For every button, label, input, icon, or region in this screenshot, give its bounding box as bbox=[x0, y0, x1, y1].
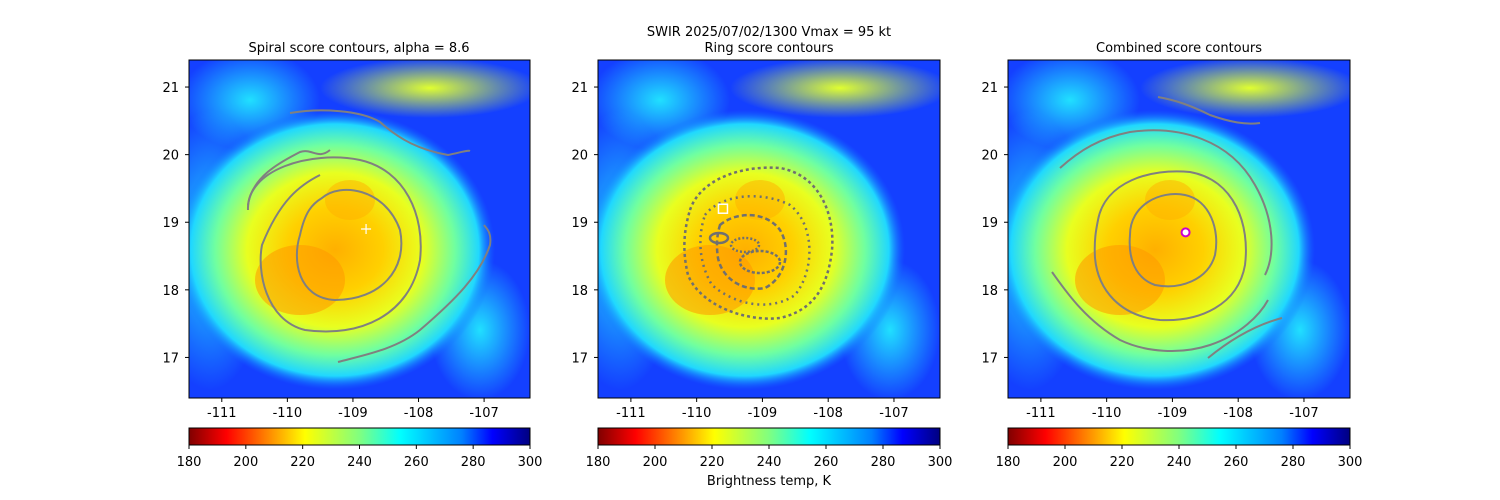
y-tick-label: 17 bbox=[162, 351, 179, 366]
panel-title: Ring score contours bbox=[704, 41, 833, 56]
y-axis: 17 18 19 20 21 bbox=[571, 81, 598, 366]
y-tick-label: 17 bbox=[571, 351, 588, 366]
y-tick-label: 21 bbox=[981, 81, 998, 96]
colorbar-tick-label: 180 bbox=[586, 455, 611, 470]
marker bbox=[1180, 227, 1191, 238]
x-tick-label: -108 bbox=[813, 406, 843, 421]
y-tick-label: 19 bbox=[981, 216, 998, 231]
x-tick-label: -110 bbox=[682, 406, 712, 421]
marker bbox=[361, 224, 372, 234]
colorbar-tick-label: 260 bbox=[404, 455, 429, 470]
colorbar-tick-label: 240 bbox=[757, 455, 782, 470]
plot-frame bbox=[188, 59, 531, 399]
colorbar-label: Brightness temp, K bbox=[707, 474, 832, 489]
colorbar-tick-label: 180 bbox=[177, 455, 202, 470]
plot-frame bbox=[597, 59, 941, 399]
y-tick-label: 20 bbox=[571, 149, 588, 164]
colorbar-tick-label: 300 bbox=[1338, 455, 1363, 470]
brightness-image bbox=[189, 60, 530, 398]
spiral-contours bbox=[246, 109, 492, 363]
y-tick-label: 21 bbox=[162, 81, 179, 96]
x-tick-label: -111 bbox=[207, 406, 237, 421]
colorbar-tick-label: 180 bbox=[996, 455, 1021, 470]
colorbar-tick-label: 200 bbox=[643, 455, 668, 470]
brightness-image bbox=[598, 60, 940, 398]
y-tick-label: 21 bbox=[571, 81, 588, 96]
colorbar-1: 180 200 220 240 260 280 300 bbox=[177, 427, 543, 470]
x-tick-label: -109 bbox=[1158, 406, 1188, 421]
colorbar-tick-label: 280 bbox=[871, 455, 896, 470]
x-tick-label: -109 bbox=[338, 406, 368, 421]
x-axis: -111 -110 -109 -108 -107 bbox=[207, 398, 499, 421]
y-tick-label: 18 bbox=[162, 284, 179, 299]
x-tick-label: -109 bbox=[748, 406, 778, 421]
combined-contours bbox=[1051, 96, 1283, 359]
colorbar-ticks: 180 200 220 240 260 280 300 bbox=[586, 445, 953, 470]
y-tick-label: 20 bbox=[162, 149, 179, 164]
colorbar-tick-label: 220 bbox=[290, 455, 315, 470]
colorbar-tick-label: 280 bbox=[461, 455, 486, 470]
panel-ring: Ring score contours -111 -110 -109 -108 -107… bbox=[571, 41, 941, 421]
colorbar-3: 180 200 220 240 260 280 300 bbox=[996, 427, 1363, 470]
x-tick-label: -108 bbox=[404, 406, 434, 421]
colorbar-tick-label: 240 bbox=[1167, 455, 1192, 470]
y-tick-label: 17 bbox=[981, 351, 998, 366]
colorbar-tick-label: 300 bbox=[518, 455, 543, 470]
colorbar-tick-label: 220 bbox=[700, 455, 725, 470]
colorbar-tick-label: 200 bbox=[233, 455, 258, 470]
colorbar-tick-label: 280 bbox=[1281, 455, 1306, 470]
y-tick-label: 20 bbox=[981, 149, 998, 164]
colorbar-tick-label: 260 bbox=[1224, 455, 1249, 470]
panel-spiral: Spiral score contours, alpha = 8.6 -111-… bbox=[162, 41, 531, 421]
colorbar-ticks: 180 200 220 240 260 280 300 bbox=[996, 445, 1363, 470]
colorbar-tick-label: 200 bbox=[1053, 455, 1078, 470]
colorbar-ticks: 180 200 220 240 260 280 300 bbox=[177, 445, 543, 470]
colorbar-tick-label: 300 bbox=[928, 455, 953, 470]
panel-combined: Combined score contours -111 -110 -109 -108… bbox=[981, 41, 1351, 421]
x-axis: -111 -110 -109 -108 -107 bbox=[616, 398, 909, 421]
panel-title: Combined score contours bbox=[1096, 41, 1262, 56]
x-axis: -111 -110 -109 -108 -107 bbox=[1026, 398, 1319, 421]
colorbar-tick-label: 220 bbox=[1110, 455, 1135, 470]
plot-frame bbox=[1007, 59, 1351, 399]
colorbar-tick-label: 240 bbox=[347, 455, 372, 470]
y-axis: 17 18 19 20 21 bbox=[981, 81, 1008, 366]
ring-contours bbox=[683, 166, 834, 320]
plus-marker-icon bbox=[361, 224, 372, 234]
square-marker-icon bbox=[717, 203, 729, 214]
x-tick-label: -110 bbox=[1092, 406, 1122, 421]
marker bbox=[717, 203, 729, 214]
y-tick-label: 19 bbox=[571, 216, 588, 231]
y-axis: 17 18 19 20 21 bbox=[162, 81, 189, 366]
colorbar-tick-label: 260 bbox=[814, 455, 839, 470]
y-tick-label: 18 bbox=[981, 284, 998, 299]
x-tick-label: -111 bbox=[616, 406, 646, 421]
x-tick-label: -111 bbox=[1026, 406, 1056, 421]
x-tick-label: -107 bbox=[469, 406, 499, 421]
x-tick-label: -108 bbox=[1223, 406, 1253, 421]
x-tick-label: -110 bbox=[273, 406, 303, 421]
circle-marker-icon bbox=[1180, 227, 1191, 238]
y-tick-label: 19 bbox=[162, 216, 179, 231]
x-tick-label: -107 bbox=[879, 406, 909, 421]
suptitle: SWIR 2025/07/02/1300 Vmax = 95 kt bbox=[647, 25, 891, 40]
y-tick-label: 18 bbox=[571, 284, 588, 299]
colorbar-2: 180 200 220 240 260 280 300 Brightness temp, K bbox=[586, 427, 953, 489]
x-tick-label: -107 bbox=[1289, 406, 1319, 421]
brightness-image bbox=[1008, 60, 1350, 398]
panel-title: Spiral score contours, alpha = 8.6 bbox=[248, 41, 469, 56]
